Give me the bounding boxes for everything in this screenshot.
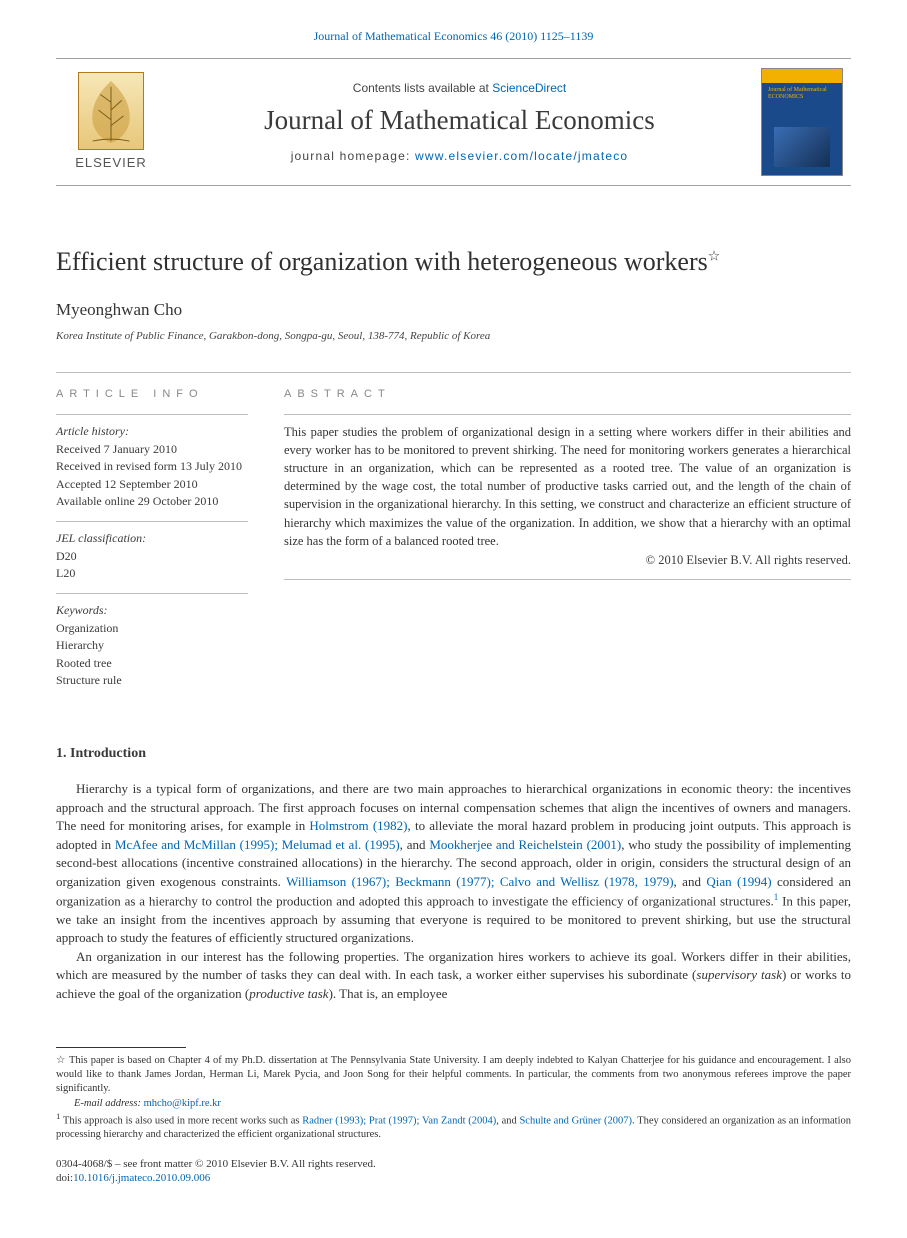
citation-link[interactable]: McAfee and McMillan (1995); Melumad et a… xyxy=(115,837,400,852)
doi-line: doi:10.1016/j.jmateco.2010.09.006 xyxy=(56,1171,851,1186)
cover-text: Journal of Mathematical ECONOMICS xyxy=(768,87,836,101)
body-paragraph: Hierarchy is a typical form of organizat… xyxy=(56,780,851,947)
history-line: Received 7 January 2010 xyxy=(56,441,248,458)
running-head-text[interactable]: Journal of Mathematical Economics 46 (20… xyxy=(314,29,594,43)
section-heading-introduction: 1. Introduction xyxy=(56,745,851,764)
history-line: Accepted 12 September 2010 xyxy=(56,476,248,493)
divider xyxy=(56,414,248,415)
sciencedirect-link[interactable]: ScienceDirect xyxy=(492,81,566,95)
running-head: Journal of Mathematical Economics 46 (20… xyxy=(56,28,851,44)
citation-link[interactable]: Mookherjee and Reichelstein (2001) xyxy=(429,837,621,852)
jel-label: JEL classification: xyxy=(56,530,248,546)
cover-graphic xyxy=(774,127,830,167)
title-footnote-marker-icon: ☆ xyxy=(708,250,721,265)
footnote-star: ☆ This paper is based on Chapter 4 of my… xyxy=(56,1054,851,1097)
footnote-text: This approach is also used in more recen… xyxy=(63,1115,302,1126)
divider xyxy=(56,593,248,594)
cover-thumb-cell: Journal of Mathematical ECONOMICS xyxy=(753,59,851,185)
keyword: Hierarchy xyxy=(56,637,248,654)
citation-link[interactable]: Radner (1993); Prat (1997); Van Zandt (2… xyxy=(302,1115,496,1126)
citation-link[interactable]: Schulte and Grüner (2007) xyxy=(519,1115,632,1126)
author-affiliation: Korea Institute of Public Finance, Garak… xyxy=(56,329,851,344)
doi-label: doi: xyxy=(56,1172,73,1184)
citation-link[interactable]: Williamson (1967); Beckmann (1977); Calv… xyxy=(286,874,673,889)
footnote-email: E-mail address: mhcho@kipf.re.kr xyxy=(56,1097,851,1111)
publisher-logo-cell: ELSEVIER xyxy=(56,59,166,185)
divider xyxy=(56,521,248,522)
body-text: , and xyxy=(674,874,707,889)
abstract-text: This paper studies the problem of organi… xyxy=(284,423,851,550)
article-info-column: ARTICLE INFO Article history: Received 7… xyxy=(56,372,266,703)
footnote-rule xyxy=(56,1047,186,1048)
keyword: Rooted tree xyxy=(56,655,248,672)
history-line: Received in revised form 13 July 2010 xyxy=(56,458,248,475)
article-meta-row: ARTICLE INFO Article history: Received 7… xyxy=(56,372,851,703)
journal-header: ELSEVIER Contents lists available at Sci… xyxy=(56,58,851,186)
divider xyxy=(284,414,851,415)
divider xyxy=(284,579,851,580)
footnote-text: This paper is based on Chapter 4 of my P… xyxy=(56,1055,851,1094)
front-matter-line: 0304-4068/$ – see front matter © 2010 El… xyxy=(56,1157,851,1172)
body-paragraph: An organization in our interest has the … xyxy=(56,948,851,1003)
keyword: Structure rule xyxy=(56,672,248,689)
journal-title: Journal of Mathematical Economics xyxy=(264,102,655,138)
cover-accent-bar xyxy=(762,69,842,83)
publisher-name: ELSEVIER xyxy=(75,154,147,172)
star-icon: ☆ xyxy=(56,1055,69,1066)
abstract-heading: ABSTRACT xyxy=(284,387,851,402)
homepage-link[interactable]: www.elsevier.com/locate/jmateco xyxy=(415,149,628,163)
journal-homepage-line: journal homepage: www.elsevier.com/locat… xyxy=(291,148,629,164)
body-text: An organization in our interest has the … xyxy=(56,949,851,1001)
jel-code: L20 xyxy=(56,565,248,582)
history-line: Available online 29 October 2010 xyxy=(56,493,248,510)
journal-cover-thumb: Journal of Mathematical ECONOMICS xyxy=(761,68,843,176)
citation-link[interactable]: Holmstrom (1982) xyxy=(309,818,407,833)
email-label: E-mail address: xyxy=(74,1098,144,1109)
abstract-column: ABSTRACT This paper studies the problem … xyxy=(266,372,851,703)
header-center: Contents lists available at ScienceDirec… xyxy=(166,59,753,185)
contents-available-line: Contents lists available at ScienceDirec… xyxy=(353,80,566,96)
contents-prefix: Contents lists available at xyxy=(353,81,492,95)
email-link[interactable]: mhcho@kipf.re.kr xyxy=(144,1098,221,1109)
article-title: Efficient structure of organization with… xyxy=(56,244,851,279)
abstract-copyright: © 2010 Elsevier B.V. All rights reserved… xyxy=(284,552,851,569)
keywords-label: Keywords: xyxy=(56,602,248,618)
jel-code: D20 xyxy=(56,548,248,565)
article-info-heading: ARTICLE INFO xyxy=(56,387,248,402)
footnote-number-icon: 1 xyxy=(56,1111,60,1121)
author-name: Myeonghwan Cho xyxy=(56,299,851,322)
article-history-label: Article history: xyxy=(56,423,248,439)
citation-link[interactable]: Qian (1994) xyxy=(706,874,771,889)
doi-link[interactable]: 10.1016/j.jmateco.2010.09.006 xyxy=(73,1172,210,1184)
article-title-text: Efficient structure of organization with… xyxy=(56,247,708,276)
elsevier-tree-icon xyxy=(78,72,144,150)
homepage-prefix: journal homepage: xyxy=(291,149,415,163)
keyword: Organization xyxy=(56,620,248,637)
footnote-1: 1 This approach is also used in more rec… xyxy=(56,1111,851,1143)
footnote-text: , and xyxy=(496,1115,519,1126)
body-text: , and xyxy=(400,837,430,852)
